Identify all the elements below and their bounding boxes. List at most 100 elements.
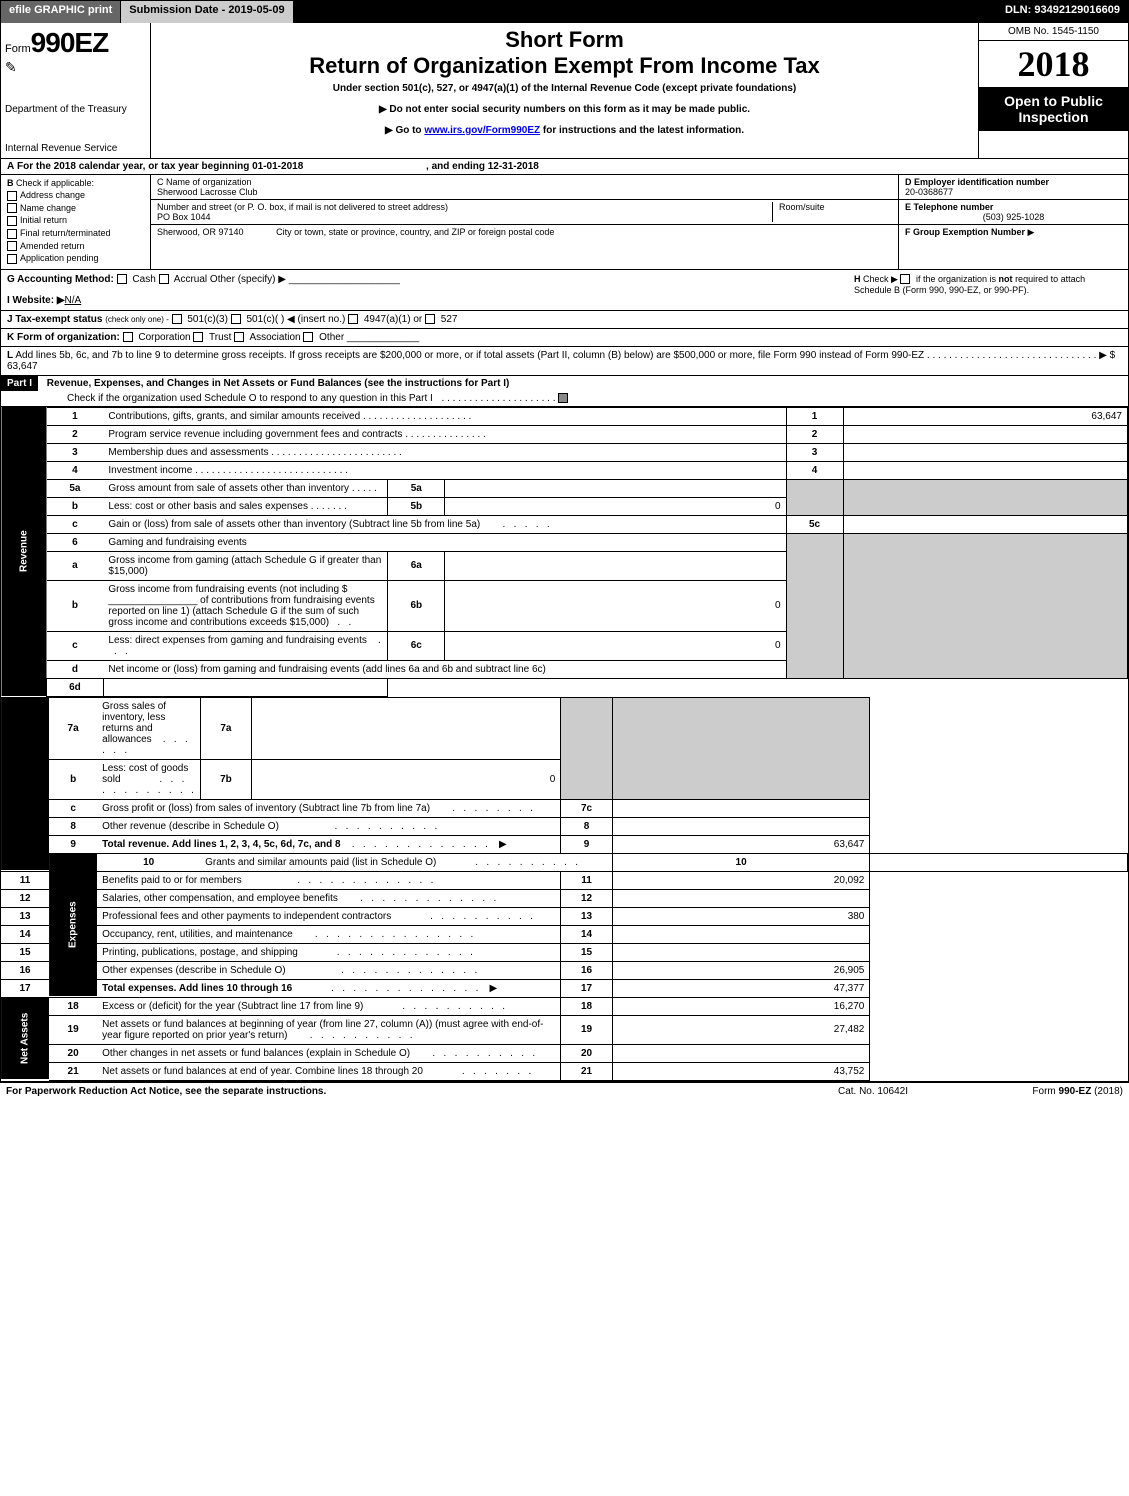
ln-6c-mval: 0 <box>445 631 786 660</box>
ln-20-amt <box>612 1044 870 1062</box>
ln-6b-mval: 0 <box>445 580 786 631</box>
ln-4-amt <box>843 461 1128 479</box>
ln-10-desc: Grants and similar amounts paid (list in… <box>205 857 436 868</box>
form-prefix: Form <box>5 43 31 55</box>
ln-19-amt: 27,482 <box>612 1015 870 1044</box>
org-city: Sherwood, OR 97140 <box>157 227 244 237</box>
ln-6c: c <box>47 631 104 660</box>
row-h-label: H <box>854 274 861 284</box>
top-bar: efile GRAPHIC print Submission Date - 20… <box>1 1 1128 23</box>
ln-6a-mid: 6a <box>388 551 445 580</box>
row-j: J Tax-exempt status (check only one) - 5… <box>1 311 1128 329</box>
ln-8-nc: 8 <box>561 817 613 835</box>
ln-5b: b <box>47 497 104 515</box>
check-final-return[interactable]: Final return/terminated <box>7 228 144 239</box>
ln-8-amt <box>612 817 870 835</box>
dept-treasury: Department of the Treasury <box>5 104 146 115</box>
ln-13-nc: 13 <box>561 907 613 925</box>
opt-corporation: Corporation <box>138 332 190 343</box>
row-l-text: Add lines 5b, 6c, and 7b to line 9 to de… <box>15 350 924 361</box>
footer-left: For Paperwork Reduction Act Notice, see … <box>6 1086 773 1097</box>
ln-5c-nc: 5c <box>786 515 843 533</box>
check-schedule-o[interactable] <box>558 393 568 403</box>
ln-18: 18 <box>49 997 97 1015</box>
ln-6b: b <box>47 580 104 631</box>
check-address-change[interactable]: Address change <box>7 190 144 201</box>
row-g: G Accounting Method: Cash Accrual Other … <box>1 270 848 310</box>
irs-link[interactable]: www.irs.gov/Form990EZ <box>424 125 540 136</box>
check-other-org[interactable] <box>303 332 313 342</box>
ln-21-desc: Net assets or fund balances at end of ye… <box>102 1066 423 1077</box>
ln-15-nc: 15 <box>561 943 613 961</box>
open-to-public: Open to Public Inspection <box>979 87 1128 131</box>
ln-16-nc: 16 <box>561 961 613 979</box>
ln-17-amt: 47,377 <box>612 979 870 997</box>
ln-7b: b <box>49 759 97 799</box>
org-address: PO Box 1044 <box>157 212 772 222</box>
box-c-city-label: City or town, state or province, country… <box>276 227 554 237</box>
ln-6a-desc: Gross income from gaming (attach Schedul… <box>108 555 381 577</box>
check-association[interactable] <box>234 332 244 342</box>
check-501c3[interactable] <box>172 314 182 324</box>
ln-9-desc: Total revenue. Add lines 1, 2, 3, 4, 5c,… <box>102 839 340 850</box>
ln-6d-amt <box>103 678 387 696</box>
block-bcdef: B Check if applicable: Address change Na… <box>1 175 1128 270</box>
row-a-begin: For the 2018 calendar year, or tax year … <box>17 161 303 172</box>
ln-6d-desc: Net income or (loss) from gaming and fun… <box>108 664 545 675</box>
dln: DLN: 93492129016609 <box>997 1 1128 23</box>
ln-5a: 5a <box>47 479 104 497</box>
goto-suffix: for instructions and the latest informat… <box>540 125 744 136</box>
accrual-label: Accrual <box>174 274 207 285</box>
box-f-arrow: ▶ <box>1028 227 1035 237</box>
box-c-addr-label: Number and street (or P. O. box, if mail… <box>157 202 772 212</box>
ln-11-amt: 20,092 <box>612 871 870 889</box>
opt-other-org: Other <box>319 332 344 343</box>
check-527[interactable] <box>425 314 435 324</box>
check-corporation[interactable] <box>123 332 133 342</box>
ln-6c-mid: 6c <box>388 631 445 660</box>
box-b: B Check if applicable: Address change Na… <box>1 175 151 269</box>
ln-4-desc: Investment income <box>108 465 192 476</box>
ln-6d-nc: 6d <box>47 678 104 696</box>
ln-20: 20 <box>49 1044 97 1062</box>
check-501c[interactable] <box>231 314 241 324</box>
ln-7a-desc: Gross sales of inventory, less returns a… <box>102 701 166 745</box>
ln-6-desc: Gaming and fundraising events <box>108 537 246 548</box>
check-4947[interactable] <box>348 314 358 324</box>
opt-527: 527 <box>441 314 458 325</box>
box-e-label: E Telephone number <box>905 202 993 212</box>
check-trust[interactable] <box>193 332 203 342</box>
ln-17-desc: Total expenses. Add lines 10 through 16 <box>102 983 292 994</box>
efile-print-button[interactable]: efile GRAPHIC print <box>1 1 121 23</box>
submission-date: Submission Date - 2019-05-09 <box>121 1 292 23</box>
ln-1-desc: Contributions, gifts, grants, and simila… <box>108 411 360 422</box>
row-l-label: L <box>7 350 13 361</box>
check-cash[interactable] <box>117 274 127 284</box>
ln-2: 2 <box>47 425 104 443</box>
omb-number: OMB No. 1545-1150 <box>979 23 1128 41</box>
opt-4947: 4947(a)(1) or <box>364 314 422 325</box>
part1-bar: Part I <box>1 376 38 391</box>
ln-1: 1 <box>47 407 104 425</box>
check-schedule-b[interactable] <box>900 274 910 284</box>
ln-13-amt: 380 <box>612 907 870 925</box>
ln-3: 3 <box>47 443 104 461</box>
ln-6b-desc: Gross income from fundraising events (no… <box>108 584 374 628</box>
check-application-pending[interactable]: Application pending <box>7 253 144 264</box>
ln-5b-mval: 0 <box>445 497 786 515</box>
ln-3-amt <box>843 443 1128 461</box>
revenue-label-2 <box>1 697 49 871</box>
row-k: K Form of organization: Corporation Trus… <box>1 329 1128 347</box>
check-accrual[interactable] <box>159 274 169 284</box>
check-initial-return[interactable]: Initial return <box>7 215 144 226</box>
ln-10-amt <box>870 853 1128 871</box>
ln-5b-desc: Less: cost or other basis and sales expe… <box>108 501 308 512</box>
ln-6a: a <box>47 551 104 580</box>
check-name-change[interactable]: Name change <box>7 203 144 214</box>
part1-header: Part I Revenue, Expenses, and Changes in… <box>1 376 1128 407</box>
ln-7c-amt <box>612 799 870 817</box>
check-amended-return[interactable]: Amended return <box>7 241 144 252</box>
opt-501c: 501(c)( ) ◀ (insert no.) <box>246 314 345 325</box>
ln-9-amt: 63,647 <box>612 835 870 853</box>
ln-11-nc: 11 <box>561 871 613 889</box>
